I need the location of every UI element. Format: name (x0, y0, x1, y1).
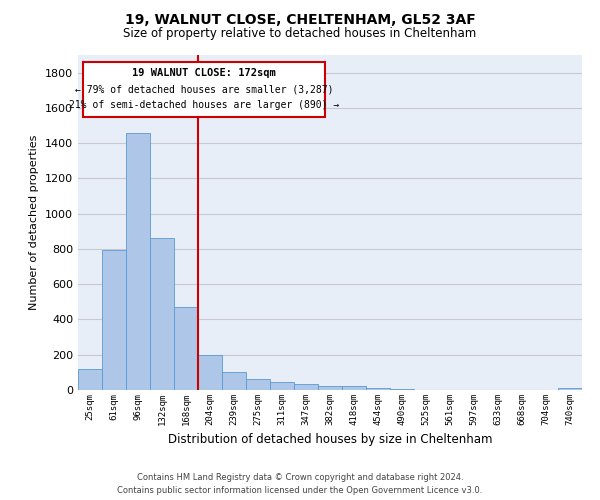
Text: 21% of semi-detached houses are larger (890) →: 21% of semi-detached houses are larger (… (69, 100, 339, 110)
Bar (198, 354, 222, 390)
Bar (102, 250, 126, 390)
Bar (558, 388, 582, 390)
Text: ← 79% of detached houses are smaller (3,287): ← 79% of detached houses are smaller (3,… (75, 84, 333, 94)
Bar (246, 378, 270, 390)
Bar (294, 384, 318, 390)
Bar (222, 372, 246, 390)
Bar (366, 388, 390, 390)
Bar (150, 238, 174, 390)
Bar (78, 369, 102, 390)
Bar (390, 389, 414, 390)
Bar (174, 307, 198, 390)
Text: 19, WALNUT CLOSE, CHELTENHAM, GL52 3AF: 19, WALNUT CLOSE, CHELTENHAM, GL52 3AF (125, 12, 475, 26)
Text: Size of property relative to detached houses in Cheltenham: Size of property relative to detached ho… (124, 28, 476, 40)
X-axis label: Distribution of detached houses by size in Cheltenham: Distribution of detached houses by size … (168, 434, 492, 446)
Y-axis label: Number of detached properties: Number of detached properties (29, 135, 40, 310)
Bar (270, 382, 294, 390)
Bar (318, 386, 342, 390)
FancyBboxPatch shape (83, 62, 325, 117)
Text: 19 WALNUT CLOSE: 172sqm: 19 WALNUT CLOSE: 172sqm (132, 68, 276, 78)
Bar (126, 132, 150, 390)
Text: Contains HM Land Registry data © Crown copyright and database right 2024.
Contai: Contains HM Land Registry data © Crown c… (118, 474, 482, 495)
Bar (342, 386, 366, 390)
